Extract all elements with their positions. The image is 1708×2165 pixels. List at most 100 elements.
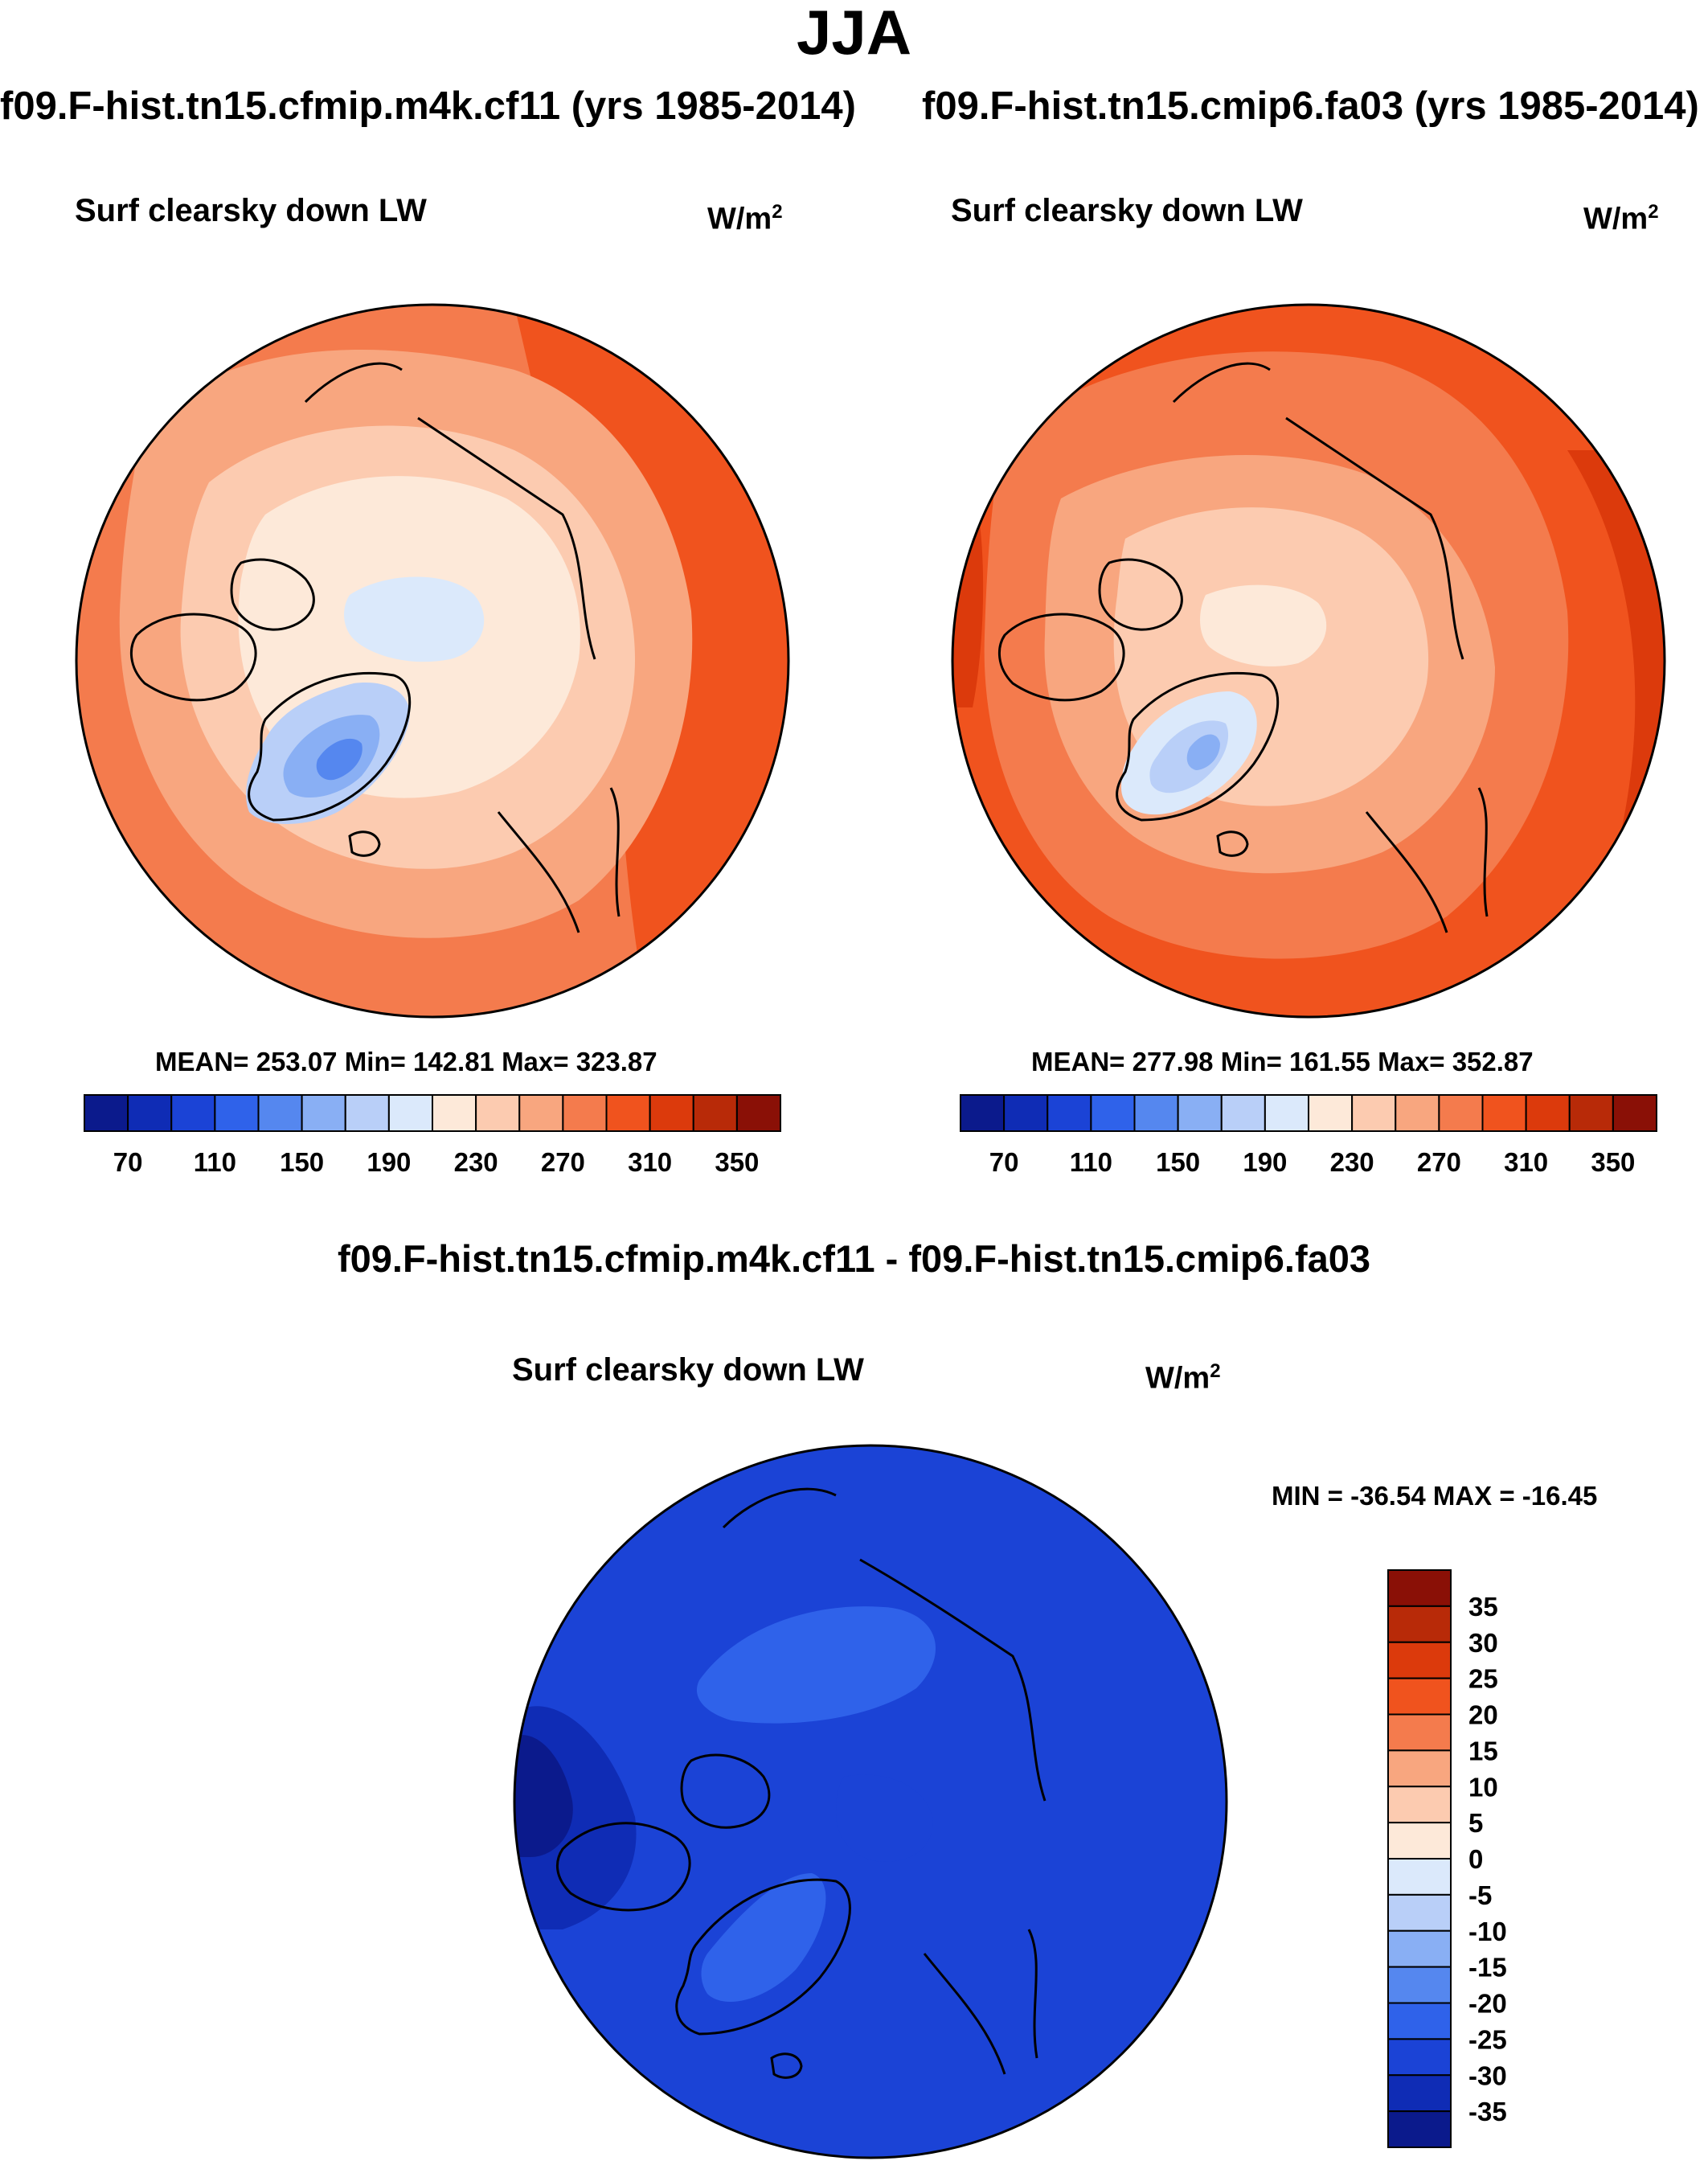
- case-b-colorbar-tick-label: 230: [1330, 1147, 1374, 1177]
- case-b-colorbar-swatch: [960, 1094, 1006, 1132]
- case-a-variable-title: Surf clearsky down LW: [75, 193, 427, 228]
- case-a-units-exp: 2: [772, 201, 783, 223]
- case-a-colorbar-tick-label: 70: [113, 1147, 143, 1177]
- case-a-archipelago-coast: [230, 558, 315, 631]
- case-b-title: f09.F-hist.tn15.cmip6.fa03 (yrs 1985-201…: [922, 84, 1699, 128]
- case-a-colorbar-swatch: [214, 1094, 260, 1132]
- case-b-units-exp: 2: [1648, 201, 1659, 223]
- difference-colorbar-swatch: [1387, 1677, 1452, 1716]
- difference-colorbar-tick-label: 30: [1468, 1628, 1498, 1658]
- difference-colorbar-swatch: [1387, 1605, 1452, 1643]
- case-b-colorbar-swatch: [1395, 1094, 1440, 1132]
- difference-archipelago-coast: [680, 1753, 771, 1829]
- case-b-greenland-coast: [1116, 672, 1280, 822]
- difference-greenland-coast: [675, 1878, 851, 2036]
- case-a-fill-greenland-150: [316, 738, 362, 781]
- difference-fill-greenland-20: [701, 1873, 826, 2002]
- case-a-colorbar: 70 110 150 190 230 270 310 350: [84, 1094, 781, 1177]
- case-a-colorbar-swatch: [84, 1094, 129, 1132]
- difference-colorbar-tick-label: 0: [1468, 1844, 1483, 1874]
- difference-units-base: W/m: [1145, 1361, 1210, 1396]
- season-title: JJA: [796, 0, 912, 68]
- difference-baffin-coast: [555, 1822, 691, 1912]
- difference-colorbar-swatch: [1387, 2038, 1452, 2077]
- case-a-units-base: W/m: [707, 202, 772, 236]
- case-a-colorbar-tick-label: 110: [194, 1147, 236, 1177]
- case-a-colorbar-swatch: [301, 1094, 346, 1132]
- case-a-colorbar-swatch: [170, 1094, 216, 1132]
- case-a-iceland-coast: [348, 830, 381, 857]
- case-a-colorbar-swatch: [257, 1094, 303, 1132]
- difference-colorbar-tick-label: 35: [1468, 1592, 1498, 1622]
- case-a-map-border: [75, 303, 790, 1019]
- case-a-fill-210: [344, 576, 485, 662]
- difference-colorbar-tick-label: -20: [1468, 1989, 1507, 2019]
- case-b-units: W/m2: [1583, 201, 1659, 237]
- difference-colorbar: 35 30 25 20 15 10 5 0 -5 -10 -15 -20 -25 -30 -35: [1387, 1569, 1507, 2148]
- case-b-colorbar-tick-label: 310: [1504, 1147, 1548, 1177]
- case-a-colorbar-tick-label: 270: [541, 1147, 585, 1177]
- case-a-colorbar-swatch: [127, 1094, 173, 1132]
- difference-colorbar-swatch: [1387, 1641, 1452, 1679]
- case-b-stats: MEAN= 277.98 Min= 161.55 Max= 352.87: [1031, 1047, 1534, 1076]
- difference-map-border: [513, 1444, 1228, 2159]
- case-b-iceland-coast: [1216, 830, 1249, 857]
- case-a-coastlines: [129, 362, 621, 933]
- case-b-colorbar-swatch: [1264, 1094, 1309, 1132]
- difference-colorbar-tick-label: -35: [1468, 2097, 1507, 2126]
- difference-colorbar-tick-label: 20: [1468, 1700, 1498, 1730]
- case-b-colorbar-swatch: [1220, 1094, 1266, 1132]
- case-a-colorbar-tick-label: 230: [454, 1147, 498, 1177]
- case-b-colorbar-tick-label: 110: [1070, 1147, 1112, 1177]
- case-b-colorbar: 70 110 150 190 230 270 310 350: [960, 1094, 1657, 1177]
- case-b-colorbar-tick-label: 190: [1243, 1147, 1287, 1177]
- difference-colorbar-swatch: [1387, 1786, 1452, 1824]
- difference-eurasia-coast: [722, 1487, 1047, 2075]
- case-a-colorbar-tick-label: 150: [280, 1147, 324, 1177]
- case-b-colorbar-swatch: [1177, 1094, 1223, 1132]
- case-b-colorbar-swatch: [1133, 1094, 1179, 1132]
- case-b-eurasia-coast: [1172, 362, 1489, 933]
- difference-units-exp: 2: [1210, 1360, 1221, 1382]
- difference-stats: MIN = -36.54 MAX = -16.45: [1272, 1481, 1598, 1511]
- case-b-colorbar-swatch: [1308, 1094, 1354, 1132]
- case-a-colorbar-swatch: [649, 1094, 694, 1132]
- case-b-colorbar-swatch: [1351, 1094, 1397, 1132]
- difference-colorbar-swatch: [1387, 1569, 1452, 1607]
- case-b-colorbar-swatch: [1047, 1094, 1092, 1132]
- difference-colorbar-swatch: [1387, 2074, 1452, 2113]
- difference-iceland-coast: [770, 2052, 803, 2079]
- difference-colorbar-swatch: [1387, 2002, 1452, 2040]
- case-a-colorbar-swatch: [344, 1094, 390, 1132]
- difference-colorbar-tick-label: -15: [1468, 1953, 1507, 1983]
- case-a-colorbar-swatch: [735, 1094, 781, 1132]
- case-b-polar-map: [952, 305, 1665, 1017]
- case-a-colorbar-swatch: [605, 1094, 651, 1132]
- difference-colorbar-swatch: [1387, 1929, 1452, 1968]
- difference-fill-pole: [836, 1774, 933, 1862]
- difference-colorbar-tick-label: -25: [1468, 2024, 1507, 2054]
- difference-colorbar-swatch: [1387, 1822, 1452, 1860]
- case-b-colorbar-tick-label: 70: [989, 1147, 1019, 1177]
- difference-fill-arctic-20: [696, 1606, 936, 1724]
- difference-title: f09.F-hist.tn15.cfmip.m4k.cf11 - f09.F-h…: [337, 1237, 1371, 1280]
- case-a-colorbar-swatch: [387, 1094, 433, 1132]
- case-b-colorbar-tick-label: 150: [1156, 1147, 1200, 1177]
- case-a-title: f09.F-hist.tn15.cfmip.m4k.cf11 (yrs 1985…: [0, 84, 856, 128]
- case-a-greenland-coast: [248, 672, 412, 822]
- difference-colorbar-swatch: [1387, 1893, 1452, 1932]
- difference-variable-title: Surf clearsky down LW: [512, 1352, 864, 1388]
- case-a-colorbar-swatch: [432, 1094, 477, 1132]
- case-a-colorbar-tick-label: 190: [367, 1147, 411, 1177]
- case-b-archipelago-coast: [1098, 558, 1183, 631]
- case-a-stats: MEAN= 253.07 Min= 142.81 Max= 323.87: [155, 1047, 657, 1076]
- case-b-colorbar-swatch: [1003, 1094, 1049, 1132]
- case-a-colorbar-swatch: [562, 1094, 608, 1132]
- case-b-colorbar-tick-label: 350: [1591, 1147, 1635, 1177]
- case-a-colorbar-swatch: [475, 1094, 521, 1132]
- difference-polar-map: [514, 1445, 1227, 2158]
- difference-colorbar-tick-label: -10: [1468, 1917, 1507, 1946]
- difference-colorbar-swatch: [1387, 1749, 1452, 1788]
- case-b-colorbar-swatch: [1525, 1094, 1571, 1132]
